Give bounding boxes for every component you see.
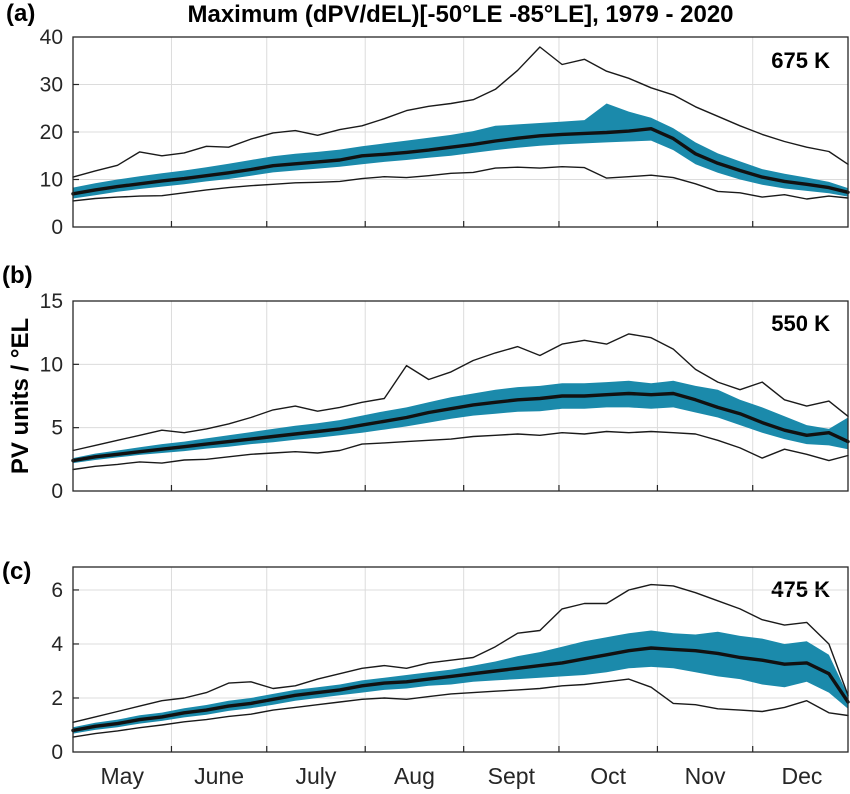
y-tick-label: 30 — [40, 74, 63, 97]
panel-a-ticks — [73, 83, 754, 227]
panel-c-band — [73, 630, 848, 734]
x-month-label: Sept — [488, 763, 536, 789]
panel-c-ticks — [73, 589, 754, 752]
panel-b-band — [73, 380, 848, 464]
panel-b-label: (b) — [2, 262, 33, 289]
y-tick-label: 5 — [51, 417, 63, 440]
y-tick-label: 6 — [51, 579, 63, 602]
y-tick-label: 15 — [40, 290, 63, 313]
panel-a-max-line — [72, 46, 849, 178]
panel-c-mean-line — [71, 646, 850, 733]
panel-b-mean-line — [71, 391, 850, 463]
panel-c: 0 2 4 6 May June July Aug Sept Oct Nov Dec — [51, 566, 850, 789]
x-month-label: July — [296, 763, 337, 789]
x-month-label: Dec — [781, 763, 822, 789]
x-month-label: Oct — [590, 763, 626, 789]
x-month-label: May — [101, 763, 145, 789]
y-tick-label: 0 — [51, 741, 63, 764]
panel-b-min-line — [72, 430, 849, 471]
panel-c-min-line — [72, 678, 849, 738]
y-tick-label: 0 — [51, 480, 63, 503]
y-tick-label: 10 — [40, 169, 63, 192]
panel-a-grid — [73, 37, 848, 227]
panel-c-label: (c) — [2, 558, 32, 585]
y-tick-label: 4 — [51, 633, 63, 656]
panel-a-label: (a) — [6, 0, 36, 27]
panel-a-level-label: 675 K — [771, 48, 830, 73]
panel-c-axes-box — [72, 566, 849, 753]
x-month-label: Aug — [394, 763, 435, 789]
panel-b: 0 5 10 15 — [40, 290, 850, 503]
panel-a-min-line — [72, 165, 849, 202]
panel-b-axes-box — [72, 300, 849, 492]
x-month-label: June — [194, 763, 244, 789]
panel-b-max-line — [72, 333, 849, 452]
x-month-label: Nov — [685, 763, 726, 789]
panel-a-band — [73, 103, 848, 199]
y-tick-label: 0 — [51, 216, 63, 239]
panel-b-ticks — [73, 363, 754, 491]
chart-title: Maximum (dPV/dEL)[-50°LE -85°LE], 1979 -… — [187, 1, 734, 28]
y-tick-label: 40 — [40, 26, 63, 49]
panel-a: 0 10 20 30 40 — [40, 26, 850, 239]
panel-b-level-label: 550 K — [771, 311, 830, 336]
y-tick-label: 20 — [40, 121, 63, 144]
panel-a-mean-line — [71, 126, 850, 196]
panel-c-max-line — [72, 583, 849, 723]
y-tick-label: 2 — [51, 687, 63, 710]
y-tick-label: 10 — [40, 353, 63, 376]
